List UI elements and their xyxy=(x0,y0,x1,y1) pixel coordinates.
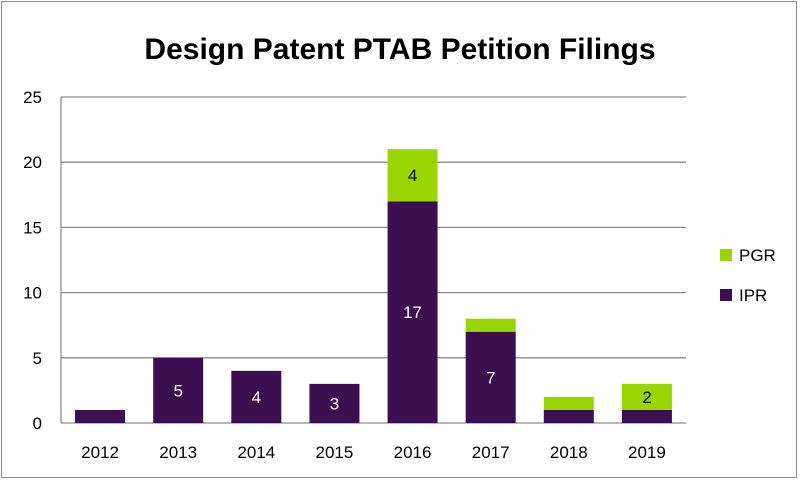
bar-ipr-2016 xyxy=(387,201,438,423)
bar-pgr-2018 xyxy=(543,396,594,410)
bar-ipr-2014 xyxy=(231,370,282,423)
y-tick-label: 10 xyxy=(23,284,42,303)
data-label-ipr-2015: 3 xyxy=(330,394,339,413)
y-tick-label: 20 xyxy=(23,153,42,172)
data-label-ipr-2016: 17 xyxy=(403,303,422,322)
bar-ipr-2015 xyxy=(309,383,360,423)
data-label-pgr-2019: 2 xyxy=(642,388,651,407)
x-tick-label: 2013 xyxy=(159,443,197,462)
x-tick-label: 2019 xyxy=(628,443,666,462)
x-tick-label: 2014 xyxy=(237,443,275,462)
data-label-ipr-2017: 7 xyxy=(486,368,495,387)
legend-label-ipr: IPR xyxy=(739,286,767,305)
bar-pgr-2017 xyxy=(465,318,516,332)
y-tick-label: 25 xyxy=(23,88,42,107)
x-tick-label: 2012 xyxy=(81,443,119,462)
x-tick-label: 2015 xyxy=(316,443,354,462)
legend: PGR IPR xyxy=(720,246,776,305)
y-tick-label: 15 xyxy=(23,218,42,237)
bar-ipr-2012 xyxy=(75,409,126,423)
x-tick-label: 2016 xyxy=(394,443,432,462)
data-label-ipr-2014: 4 xyxy=(252,388,261,407)
chart-title: Design Patent PTAB Petition Filings xyxy=(144,33,655,66)
data-label-pgr-2016: 4 xyxy=(408,166,417,185)
legend-label-pgr: PGR xyxy=(739,246,776,265)
x-tick-label: 2018 xyxy=(550,443,588,462)
bar-ipr-2013 xyxy=(153,357,204,423)
bars: 5 4 3 17 4 7 2 xyxy=(75,149,672,423)
y-tick-label: 5 xyxy=(33,349,42,368)
x-axis-tick-labels: 2012 2013 2014 2015 2016 2017 2018 2019 xyxy=(81,443,666,462)
bar-pgr-2019 xyxy=(621,383,672,410)
bar-ipr-2018 xyxy=(543,409,594,423)
y-tick-label: 0 xyxy=(33,414,42,433)
bar-ipr-2017 xyxy=(465,331,516,423)
legend-swatch-pgr xyxy=(720,249,732,261)
legend-swatch-ipr xyxy=(720,289,732,301)
x-tick-label: 2017 xyxy=(472,443,510,462)
y-axis-tick-labels: 0 5 10 15 20 25 xyxy=(23,88,42,433)
bar-pgr-2016 xyxy=(387,149,438,202)
bar-ipr-2019 xyxy=(621,409,672,423)
data-label-ipr-2013: 5 xyxy=(173,381,182,400)
